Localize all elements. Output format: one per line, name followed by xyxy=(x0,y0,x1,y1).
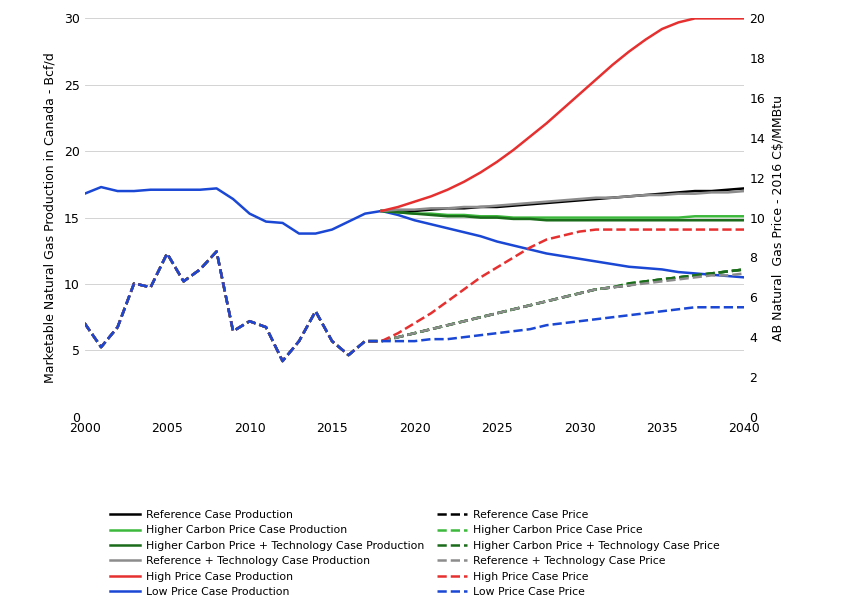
Y-axis label: AB Natural  Gas Price - 2016 C$/MMBtu: AB Natural Gas Price - 2016 C$/MMBtu xyxy=(772,94,785,341)
Y-axis label: Marketable Natural Gas Production in Canada - Bcf/d: Marketable Natural Gas Production in Can… xyxy=(44,52,57,383)
Legend: Reference Case Production, Higher Carbon Price Case Production, Higher Carbon Pr: Reference Case Production, Higher Carbon… xyxy=(110,510,719,597)
